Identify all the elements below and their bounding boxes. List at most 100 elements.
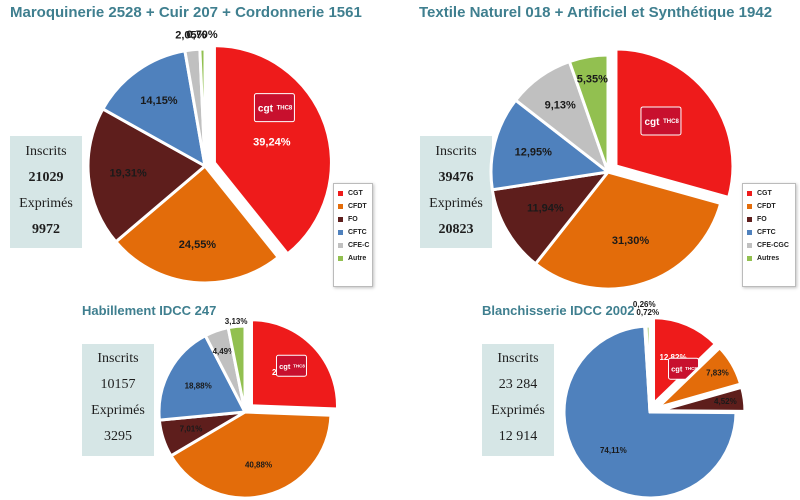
legend-item: Autre xyxy=(338,252,368,265)
cgt-logo: cgt THC8 xyxy=(275,354,307,377)
cgt-logo-text-side: THC8 xyxy=(685,366,697,371)
slice-label-autres: 3,13% xyxy=(225,317,248,326)
inscrits-value: 39476 xyxy=(438,170,474,185)
cgt-logo-text: cgt xyxy=(671,365,683,374)
slice-label-cfe-cgc: 4,49% xyxy=(213,347,236,356)
exprimes-label: Exprimés xyxy=(429,196,483,211)
legend-item: CFTC xyxy=(338,226,368,239)
legend-item: CFDT xyxy=(747,200,791,213)
legend-item: CFTC xyxy=(747,226,791,239)
legend-swatch-cfdt xyxy=(747,204,752,209)
chart-1-info-box: Inscrits 21029 Exprimés 9972 xyxy=(10,136,82,248)
cgt-logo-text: cgt xyxy=(279,362,291,371)
pie-slice-cfdt xyxy=(656,346,743,410)
exprimes-value: 12 914 xyxy=(498,429,538,444)
chart-4-title: Blanchisserie IDCC 2002 xyxy=(482,303,635,318)
chart-2-legend: CGT CFDT FO CFTC CFE-CGC Autres xyxy=(742,183,796,287)
legend-swatch-cfdt xyxy=(338,204,343,209)
pie-slice-fo xyxy=(657,385,747,413)
exprimes-label: Exprimés xyxy=(491,403,545,418)
cgt-logo-badge xyxy=(275,354,307,377)
cgt-logo-text-side: THC8 xyxy=(663,119,679,125)
chart-1-legend: CGT CFDT FO CFTC CFE-C Autre xyxy=(333,183,373,287)
pie-chart-4: 12,82% cgt THC8 7,83% 4,52% 74,11% 0,26%0,72% xyxy=(562,300,747,500)
pie-slice-autres xyxy=(567,53,610,174)
legend-item: CFDT xyxy=(338,200,368,213)
pie-slice-cftc xyxy=(101,49,207,168)
chart-3-info-box: Inscrits 10157 Exprimés 3295 xyxy=(82,344,154,456)
slice-label-cfe-cgc: 0,26% xyxy=(633,300,656,309)
slice-label-cgt: 12,82% xyxy=(659,353,686,362)
pie-slice-cgt xyxy=(212,44,333,256)
cgt-logo-text-side: THC8 xyxy=(293,363,305,368)
legend-swatch-cftc xyxy=(338,230,343,235)
slice-label-fo: 4,52% xyxy=(714,397,737,406)
slice-label-autres: 0,70% xyxy=(187,29,218,41)
cgt-logo-text: cgt xyxy=(258,104,274,115)
cgt-logo-text-side: THC8 xyxy=(277,106,293,112)
legend-item: CGT xyxy=(747,187,791,200)
slice-label-cftc: 74,11% xyxy=(600,446,627,455)
slice-label-cfdt: 24,55% xyxy=(179,239,217,251)
pie-slice-autres xyxy=(226,324,247,414)
inscrits-label: Inscrits xyxy=(435,144,477,159)
exprimes-value: 9972 xyxy=(32,222,60,237)
cgt-logo-badge xyxy=(640,106,682,136)
chart-2-title: Textile Naturel 018 + Artificiel et Synt… xyxy=(419,4,773,21)
slice-label-cftc: 12,95% xyxy=(515,146,553,158)
slice-label-fo: 7,01% xyxy=(180,425,203,434)
slice-label-cfdt: 7,83% xyxy=(706,368,729,377)
inscrits-label: Inscrits xyxy=(97,351,139,366)
exprimes-value: 20823 xyxy=(438,222,474,237)
pie-slice-cfdt xyxy=(534,170,723,291)
legend-item: CFE-CGC xyxy=(747,239,791,252)
legend-swatch-cfe-cgc xyxy=(747,243,752,248)
legend-swatch-fo xyxy=(338,217,343,222)
inscrits-value: 23 284 xyxy=(498,377,538,392)
pie-slice-cftc xyxy=(489,98,610,192)
slice-label-cfe-cgc: 2,05% xyxy=(175,30,206,42)
legend-swatch-cgt xyxy=(338,191,343,196)
pie-slice-autres xyxy=(198,47,207,168)
slice-label-cfdt: 40,88% xyxy=(245,460,272,469)
chart-3-title: Habillement IDCC 247 xyxy=(82,303,217,318)
cgt-logo: cgt THC8 xyxy=(253,93,295,123)
chart-4-info-box: Inscrits 23 284 Exprimés 12 914 xyxy=(482,344,554,456)
cgt-logo-text: cgt xyxy=(644,117,660,128)
pie-chart-2: 29,33%cgtTHC831,30%11,94%12,95%9,13%5,35… xyxy=(489,47,735,291)
slice-label-autres: 5,35% xyxy=(577,74,608,86)
legend-swatch-autres xyxy=(338,256,343,261)
exprimes-label: Exprimés xyxy=(91,403,145,418)
slice-label-fo: 19,31% xyxy=(109,167,147,179)
pie-slice-autres xyxy=(644,324,652,414)
slice-label-fo: 11,94% xyxy=(527,202,564,214)
pie-slice-fo xyxy=(86,107,207,244)
legend-item: CGT xyxy=(338,187,368,200)
legend-item: Autres xyxy=(747,252,791,265)
legend-swatch-autres xyxy=(747,256,752,261)
chart-1-title: Maroquinerie 2528 + Cuir 207 + Cordonner… xyxy=(10,4,362,21)
slice-label-cgt: 39,24% xyxy=(253,136,291,148)
legend-swatch-cgt xyxy=(747,191,752,196)
legend-swatch-fo xyxy=(747,217,752,222)
legend-swatch-cftc xyxy=(747,230,752,235)
legend-item: FO xyxy=(338,213,368,226)
exprimes-value: 3295 xyxy=(104,429,132,444)
legend-swatch-cfe-cgc xyxy=(338,243,343,248)
pie-slice-cfdt xyxy=(114,164,280,285)
inscrits-label: Inscrits xyxy=(25,144,67,159)
pie-chart-1: 39,24% cgt THC8 24,55% 19,31% 14,15% 2,05%0,70… xyxy=(86,29,333,285)
cgt-logo: cgt THC8 xyxy=(640,106,682,136)
chart-2-info-box: Inscrits 39476 Exprimés 20823 xyxy=(420,136,492,248)
pie-slice-cftc xyxy=(157,334,247,422)
pie-slice-fo xyxy=(490,170,610,266)
slice-label-autres: 0,72% xyxy=(636,308,659,317)
inscrits-value: 21029 xyxy=(28,170,64,185)
exprimes-label: Exprimés xyxy=(19,196,73,211)
inscrits-label: Inscrits xyxy=(497,351,539,366)
slice-label-cfe-cgc: 9,13% xyxy=(545,99,576,111)
slice-label-cftc: 14,15% xyxy=(140,95,178,107)
cgt-logo-badge xyxy=(253,93,295,123)
slice-label-cftc: 18,88% xyxy=(185,382,212,391)
